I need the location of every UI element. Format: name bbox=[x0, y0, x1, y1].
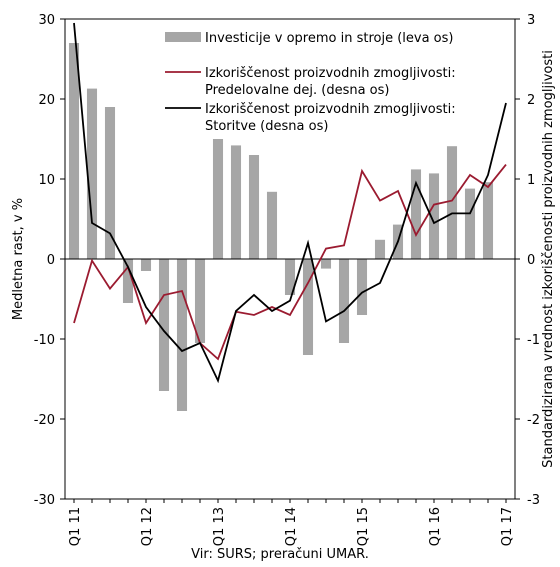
legend-label: Izkoriščenost proizvodnih zmogljivosti: P… bbox=[205, 66, 456, 98]
y2-axis-title: Standardizirana vrednost izkoriščenosti … bbox=[541, 50, 556, 468]
x-tick-label: Q1 15 bbox=[356, 507, 371, 546]
x-tick-label: Q1 13 bbox=[212, 507, 227, 546]
y-tick-label: 0 bbox=[47, 253, 55, 268]
bar bbox=[446, 146, 458, 259]
bar bbox=[176, 259, 188, 411]
line bbox=[73, 22, 507, 384]
source: Vir: SURS; preračuni UMAR. bbox=[191, 547, 369, 562]
y2-tick-label: 3 bbox=[527, 13, 535, 28]
bar bbox=[266, 191, 278, 259]
bar bbox=[320, 259, 332, 269]
y2-tick-label: 0 bbox=[527, 253, 535, 268]
y2-tick-label: 2 bbox=[527, 93, 535, 108]
bar bbox=[284, 259, 296, 295]
y-tick-label: -10 bbox=[34, 333, 55, 348]
legend-label-line: Storitve (desna os) bbox=[205, 119, 328, 134]
bar bbox=[410, 169, 422, 259]
bar bbox=[140, 259, 152, 271]
bar bbox=[68, 43, 80, 259]
y2-tick-label: 1 bbox=[527, 173, 535, 188]
bar bbox=[248, 155, 260, 259]
bar bbox=[428, 173, 440, 259]
y-tick-label: 20 bbox=[38, 93, 55, 108]
bar bbox=[374, 239, 386, 259]
bar bbox=[194, 259, 206, 343]
y-tick-label: 10 bbox=[38, 173, 55, 188]
legend-label-line: Izkoriščenost proizvodnih zmogljivosti: bbox=[205, 66, 456, 81]
bar bbox=[230, 145, 242, 259]
legend-label-line: Predelovalne dej. (desna os) bbox=[205, 83, 389, 98]
bar bbox=[158, 259, 170, 391]
y2-tick-label: -1 bbox=[527, 333, 540, 348]
y-axis-title: Medletna rast, v % bbox=[11, 198, 26, 320]
legend-label: Investicije v opremo in stroje (leva os) bbox=[205, 31, 453, 46]
line bbox=[73, 164, 507, 361]
y-tick-label: -20 bbox=[34, 413, 55, 428]
bar bbox=[482, 182, 494, 259]
x-tick-label: Q1 12 bbox=[140, 507, 155, 546]
bar bbox=[464, 188, 476, 259]
bar bbox=[338, 259, 350, 343]
x-tick-label: Q1 16 bbox=[428, 507, 443, 546]
y2-tick-label: -2 bbox=[527, 413, 540, 428]
x-tick-label: Q1 11 bbox=[68, 507, 83, 546]
bar bbox=[86, 88, 98, 259]
x-tick-label: Q1 14 bbox=[284, 507, 299, 546]
legend-swatch bbox=[165, 32, 201, 42]
y2-tick-label: -3 bbox=[527, 493, 540, 508]
bar bbox=[356, 259, 368, 315]
y-tick-label: 30 bbox=[38, 13, 55, 28]
legend-label: Izkoriščenost proizvodnih zmogljivosti: S… bbox=[205, 102, 456, 134]
bar bbox=[302, 259, 314, 355]
bar bbox=[104, 107, 116, 259]
y-tick-label: -30 bbox=[34, 493, 55, 508]
legend-label-line: Izkoriščenost proizvodnih zmogljivosti: bbox=[205, 102, 456, 117]
bar bbox=[122, 259, 134, 303]
x-tick-label: Q1 17 bbox=[500, 507, 515, 546]
bar bbox=[212, 139, 224, 259]
